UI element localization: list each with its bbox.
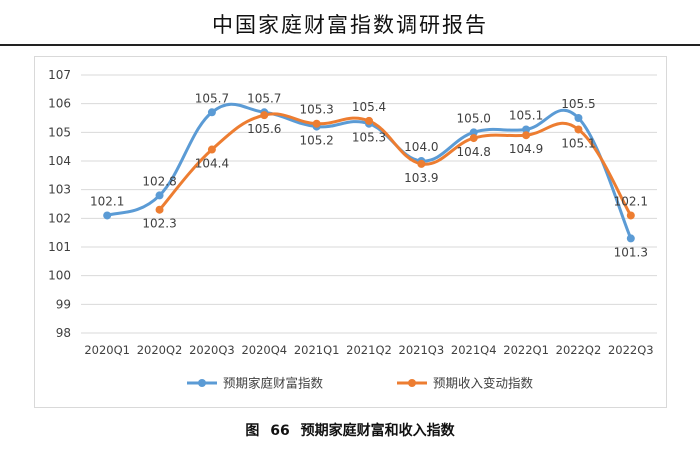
figure-caption: 图 66 预期家庭财富和收入指数 <box>0 420 700 440</box>
legend-label-1: 预期家庭财富指数 <box>223 376 324 391</box>
data-label: 105.3 <box>299 103 333 117</box>
x-tick-label: 2020Q3 <box>189 343 235 357</box>
x-tick-label: 2021Q4 <box>451 343 497 357</box>
data-label: 104.9 <box>509 142 543 156</box>
x-tick-label: 2022Q3 <box>608 343 654 357</box>
x-tick-label: 2022Q2 <box>556 343 602 357</box>
data-point-1 <box>155 191 164 200</box>
data-label: 105.3 <box>352 131 386 145</box>
y-tick-label: 106 <box>48 97 71 111</box>
header-rule <box>0 44 700 46</box>
legend-marker-1 <box>198 379 206 387</box>
y-tick-label: 105 <box>48 125 71 139</box>
data-label: 105.0 <box>457 111 491 125</box>
y-tick-label: 100 <box>48 269 71 283</box>
x-tick-label: 2020Q2 <box>137 343 183 357</box>
data-label: 104.8 <box>457 145 491 159</box>
data-label: 104.0 <box>404 140 438 154</box>
y-tick-label: 102 <box>48 211 71 225</box>
data-point-2 <box>626 211 635 220</box>
figure-label: 图 <box>245 423 260 439</box>
data-point-2 <box>417 159 426 168</box>
figure-number: 66 <box>270 423 290 439</box>
x-tick-label: 2021Q1 <box>294 343 340 357</box>
data-point-2 <box>155 205 164 214</box>
data-label: 105.7 <box>247 91 281 105</box>
y-tick-label: 107 <box>48 68 71 82</box>
data-label: 102.1 <box>614 194 648 208</box>
data-label: 105.6 <box>247 122 281 136</box>
data-label: 105.1 <box>509 108 543 122</box>
data-label: 102.1 <box>90 194 124 208</box>
data-label: 105.1 <box>561 136 595 150</box>
y-tick-label: 101 <box>48 240 71 254</box>
data-label: 101.3 <box>614 245 648 259</box>
data-point-2 <box>365 116 373 125</box>
data-label: 102.3 <box>142 217 176 231</box>
data-label: 102.8 <box>142 174 176 188</box>
data-point-2 <box>469 134 478 143</box>
report-header: 中国家庭财富指数调研报告 <box>0 0 700 44</box>
y-tick-label: 98 <box>56 326 71 340</box>
line-chart: 98 99 100 101 102 103 104 105 106 107 2020Q1 2020Q2… <box>48 68 657 391</box>
legend-label-2: 预期收入变动指数 <box>433 376 534 391</box>
figure-caption-text: 预期家庭财富和收入指数 <box>300 423 455 439</box>
data-label: 105.7 <box>195 91 229 105</box>
data-point-2 <box>574 125 583 134</box>
x-tick-label: 2020Q4 <box>241 343 287 357</box>
data-point-2 <box>312 119 321 128</box>
data-point-1 <box>103 211 112 220</box>
data-label: 105.5 <box>561 97 595 111</box>
x-tick-label: 2022Q1 <box>503 343 549 357</box>
series-line-1 <box>105 102 633 240</box>
y-tick-label: 99 <box>56 297 71 311</box>
chart-frame <box>34 56 667 408</box>
x-tick-label: 2021Q3 <box>399 343 445 357</box>
data-point-1 <box>207 108 216 117</box>
data-point-1 <box>469 128 478 137</box>
data-point-1 <box>626 234 635 243</box>
data-point-2 <box>260 111 269 120</box>
report-title: 中国家庭财富指数调研报告 <box>212 13 488 37</box>
data-label: 103.9 <box>404 171 438 185</box>
data-label: 104.4 <box>195 157 229 171</box>
y-tick-label: 103 <box>48 183 71 197</box>
data-point-1 <box>574 114 583 122</box>
y-tick-label: 104 <box>48 154 71 168</box>
x-tick-label: 2020Q1 <box>84 343 130 357</box>
series-line-2 <box>158 112 633 217</box>
data-point-1 <box>522 125 531 134</box>
data-point-2 <box>207 145 216 154</box>
legend-marker-2 <box>408 379 416 387</box>
data-label: 105.2 <box>299 134 333 148</box>
x-tick-label: 2021Q2 <box>346 343 392 357</box>
data-point-2 <box>522 131 531 140</box>
data-label: 105.4 <box>352 100 386 114</box>
